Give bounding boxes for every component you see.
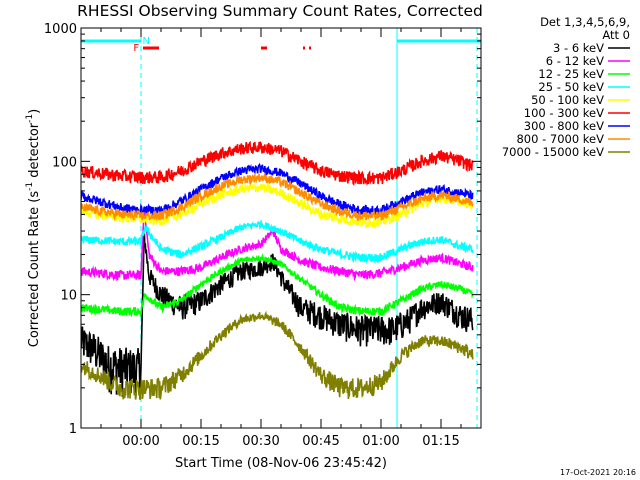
y-tick-label: 100	[52, 155, 77, 170]
x-tick-label: 00:45	[302, 434, 339, 449]
y-tick-label: 1	[69, 422, 77, 437]
x-tick-label: 01:15	[422, 434, 459, 449]
legend-label-0: 3 - 6 keV	[553, 41, 604, 55]
y-axis-label: Corrected Count Rate (s-1 detector-1)	[25, 109, 42, 347]
series-line-5	[81, 140, 474, 186]
x-tick-label: 01:00	[362, 434, 399, 449]
legend-label-2: 12 - 25 keV	[538, 67, 604, 81]
y-axis-label-end: )	[27, 109, 42, 114]
legend-label-8: 7000 - 15000 keV	[502, 145, 604, 159]
y-tick-label: 1000	[44, 22, 77, 37]
legend-header-line-2: Att 0	[602, 28, 630, 42]
y-axis-label-sup2: -1	[25, 114, 35, 123]
flare-marker-label: F	[133, 43, 139, 54]
legend-label-5: 100 - 300 keV	[524, 106, 604, 120]
chart-title: RHESSI Observing Summary Count Rates, Co…	[77, 2, 483, 20]
x-tick-label: 00:00	[122, 434, 159, 449]
legend-label-4: 50 - 100 keV	[531, 93, 604, 107]
legend-label-6: 300 - 800 keV	[524, 119, 604, 133]
legend-header-line-1: Det 1,3,4,5,6,9,	[540, 15, 630, 29]
y-axis-label-sup1: -1	[25, 182, 35, 191]
x-axis-label: Start Time (08-Nov-06 23:45:42)	[175, 456, 387, 471]
series-line-4	[81, 182, 474, 230]
legend-label-1: 6 - 12 keV	[546, 54, 604, 68]
axes: 1 10 100 1000 00:00 00:15 00:30 00:45 01:00 01:15	[44, 22, 482, 449]
y-tick-label: 10	[60, 289, 77, 304]
series-line-2	[81, 252, 474, 318]
legend-label-7: 800 - 7000 keV	[516, 132, 604, 146]
series-line-7	[81, 172, 474, 222]
y-axis-label-main: Corrected Count Rate (s	[27, 191, 42, 348]
x-tick-label: 00:15	[182, 434, 219, 449]
plot-area: FN	[81, 28, 481, 428]
x-tick-label: 00:30	[242, 434, 279, 449]
y-axis-label-mid: detector	[27, 122, 42, 182]
legend-label-3: 25 - 50 keV	[538, 80, 604, 94]
series-line-0	[81, 233, 474, 400]
series-line-3	[81, 220, 474, 265]
footer-date: 17-Oct-2021 20:16	[560, 468, 636, 477]
series-line-8	[81, 310, 474, 400]
plot-clipped	[81, 28, 478, 428]
night-marker-label: N	[142, 36, 149, 47]
